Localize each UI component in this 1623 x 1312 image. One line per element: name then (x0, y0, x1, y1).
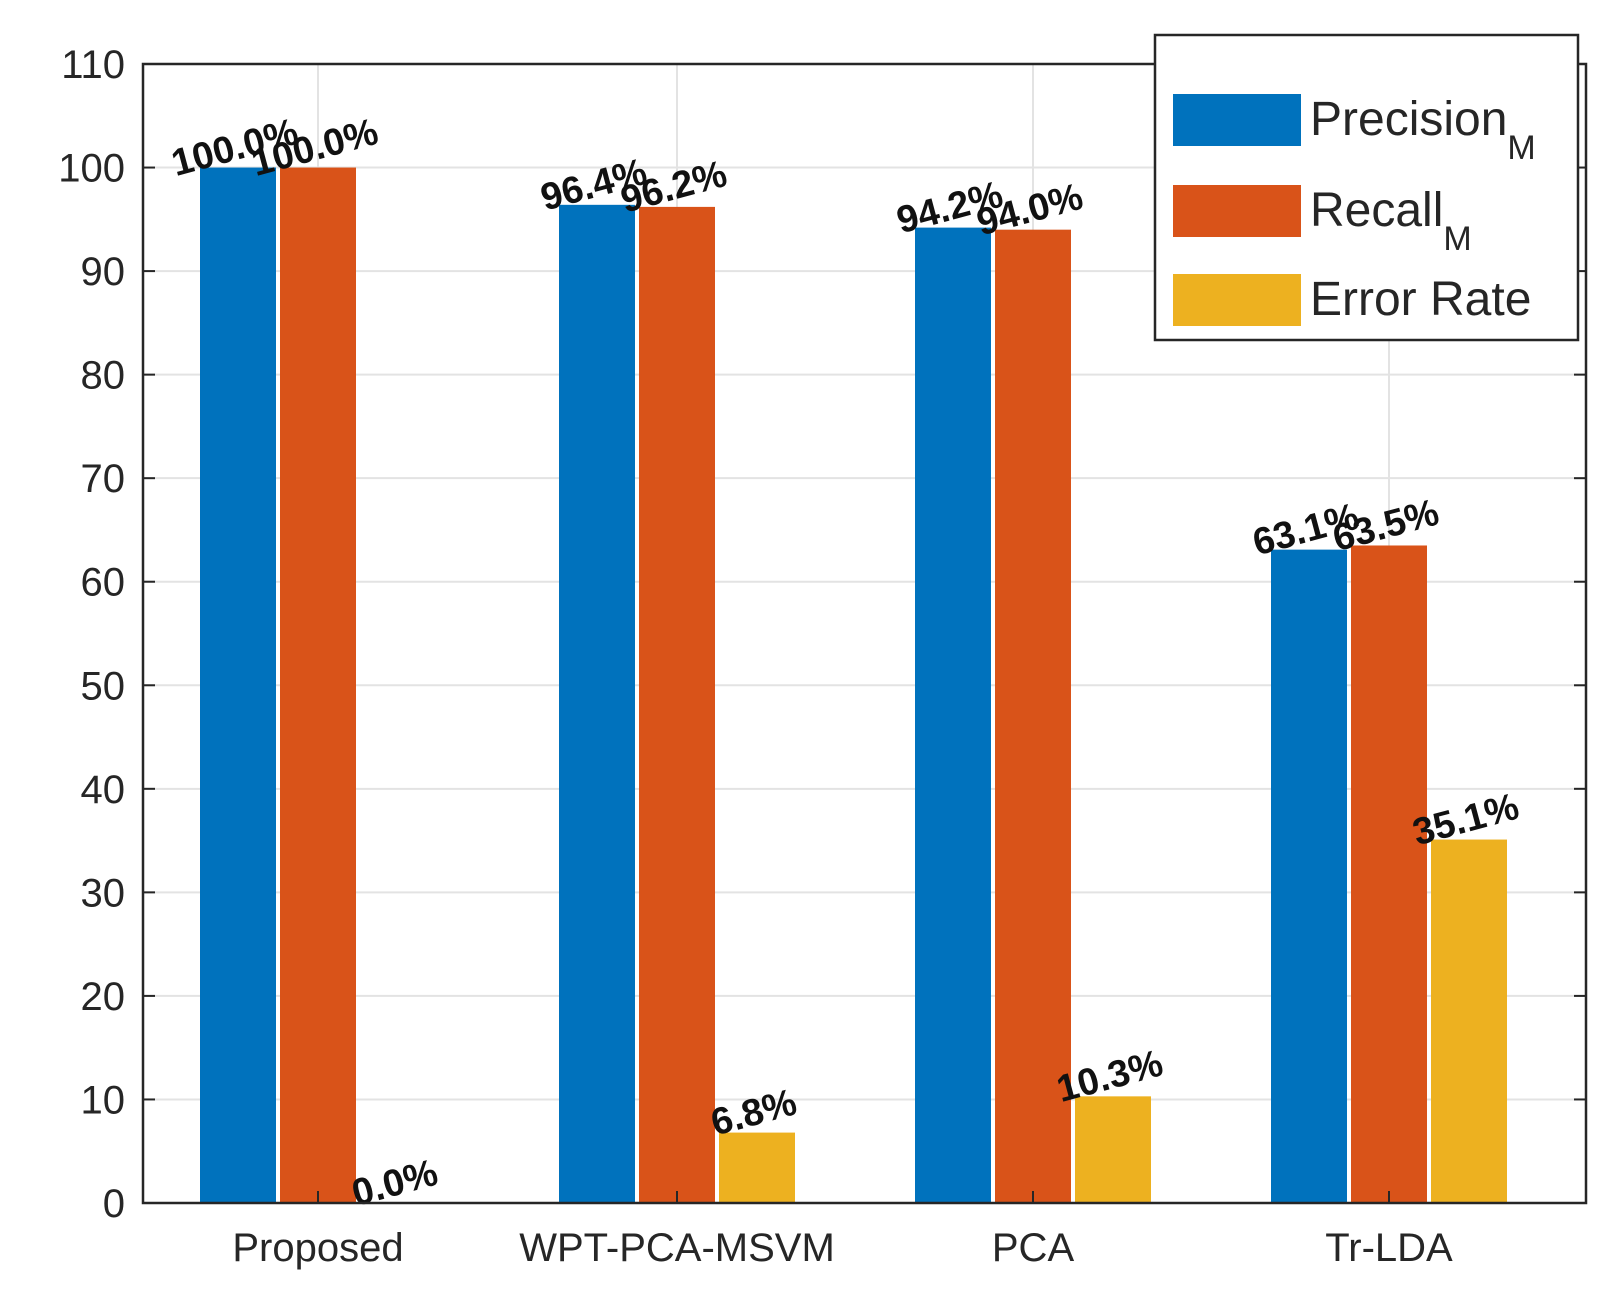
x-tick-label: Tr-LDA (1325, 1226, 1453, 1270)
y-tick-label: 40 (81, 768, 126, 812)
x-tick-label: Proposed (232, 1226, 403, 1270)
bar-precision (200, 167, 276, 1204)
legend-label-subscript: M (1443, 220, 1471, 258)
y-tick-label: 110 (61, 43, 125, 87)
legend-label-main: Error Rate (1310, 273, 1531, 326)
bar-error-rate (1431, 839, 1507, 1203)
bar-precision (915, 227, 991, 1204)
y-tick-label: 100 (58, 147, 125, 191)
legend-swatch (1173, 274, 1301, 326)
y-tick-label: 0 (103, 1182, 125, 1226)
y-tick-label: 30 (81, 871, 126, 915)
bar-error-rate (719, 1132, 795, 1203)
legend-swatch (1173, 185, 1301, 237)
x-tick-label: WPT-PCA-MSVM (519, 1226, 835, 1270)
y-axis: 0 10 20 30 40 50 60 70 80 90 100 110 (58, 43, 1586, 1226)
legend-swatch (1173, 94, 1301, 146)
bar-recall (995, 229, 1071, 1203)
plot-frame (141, 62, 1588, 1205)
y-tick-label: 20 (81, 975, 126, 1019)
legend-label-main: Precision (1310, 93, 1507, 146)
y-tick-label: 10 (81, 1078, 126, 1122)
legend-label-main: Recall (1310, 184, 1443, 237)
x-tick-label: PCA (992, 1226, 1075, 1270)
bar-recall (280, 167, 356, 1204)
y-tick-label: 80 (81, 354, 126, 398)
bar-recall (1351, 545, 1427, 1203)
bars-group (200, 167, 1507, 1204)
bar-error-rate (1075, 1096, 1151, 1203)
legend-label: RecallM (1310, 184, 1472, 258)
x-axis: Proposed WPT-PCA-MSVM PCA Tr-LDA (232, 1191, 1453, 1270)
legend-label: Error Rate (1310, 273, 1531, 326)
y-tick-label: 60 (81, 561, 126, 605)
bar-recall (639, 206, 715, 1204)
y-tick-label: 50 (81, 664, 126, 708)
bar-precision (559, 204, 635, 1203)
y-tick-label: 90 (81, 250, 126, 294)
legend-label-subscript: M (1507, 129, 1535, 167)
y-tick-label: 70 (81, 457, 126, 501)
legend-label: PrecisionM (1310, 93, 1536, 167)
bar-precision (1271, 549, 1347, 1203)
